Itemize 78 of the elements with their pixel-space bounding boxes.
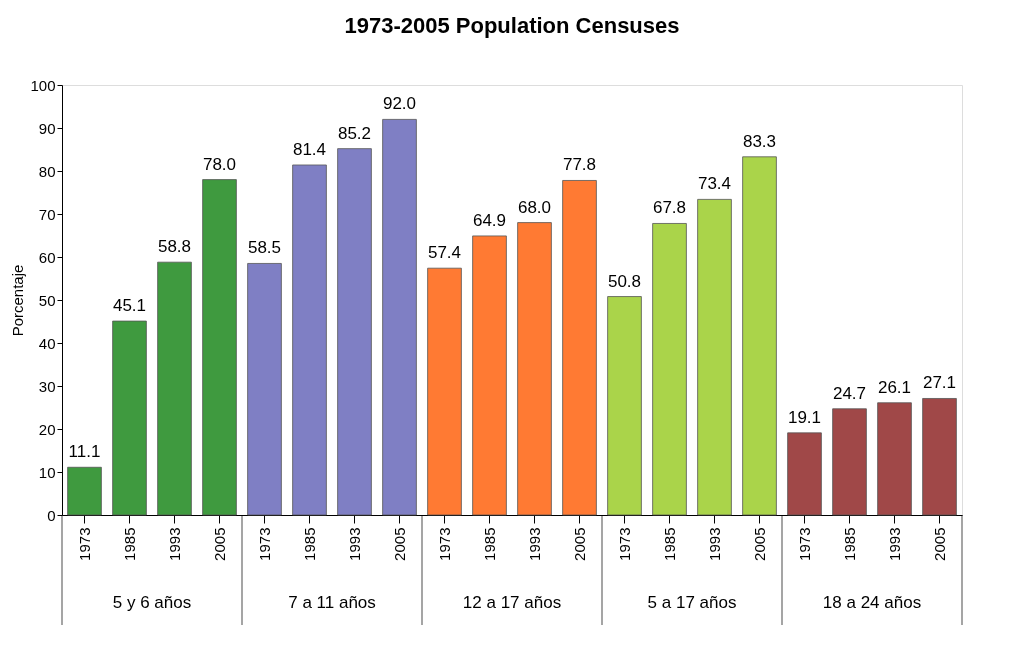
- x-tick-label: 1973: [615, 527, 633, 561]
- y-tick-label: 90: [38, 119, 56, 137]
- x-tick-label: 1993: [165, 527, 183, 561]
- bar: [202, 179, 237, 516]
- data-label: 24.7: [832, 383, 867, 403]
- x-tick-label: 2005: [750, 527, 768, 561]
- y-axis-title: Porcentaje: [9, 264, 27, 337]
- x-tick-label: 1973: [255, 527, 273, 561]
- y-tick-label: 100: [30, 76, 56, 94]
- data-label: 77.8: [562, 155, 597, 175]
- x-tick-label: 1985: [840, 527, 858, 561]
- bar: [517, 222, 552, 516]
- data-label: 83.3: [742, 131, 777, 151]
- bar: [562, 180, 597, 516]
- data-label: 19.1: [787, 407, 822, 427]
- y-tick-label: 20: [38, 420, 56, 438]
- data-label: 68.0: [517, 197, 552, 217]
- x-tick-label: 2005: [930, 527, 948, 561]
- bar: [247, 263, 282, 516]
- y-tick-label: 80: [38, 162, 56, 180]
- x-tick-label: 2005: [210, 527, 228, 561]
- y-tick-label: 70: [38, 205, 56, 223]
- x-tick-label: 1973: [795, 527, 813, 561]
- bar: [382, 119, 417, 516]
- data-label: 50.8: [607, 271, 642, 291]
- y-tick-label: 0: [47, 506, 56, 524]
- bar: [427, 267, 462, 516]
- bar: [607, 296, 642, 516]
- x-tick-label: 1985: [120, 527, 138, 561]
- text: 5 a 17 años: [647, 593, 737, 612]
- x-tick-label: 1985: [480, 527, 498, 561]
- data-label: 11.1: [68, 442, 101, 462]
- x-tick-label: 1973: [435, 527, 453, 561]
- data-label: 64.9: [472, 210, 507, 230]
- data-label: 58.5: [247, 238, 282, 258]
- bar: [472, 235, 507, 516]
- x-tick-label: 1993: [885, 527, 903, 561]
- text: 12 a 17 años: [462, 593, 562, 612]
- data-label: 67.8: [652, 198, 687, 218]
- bar: [157, 261, 192, 516]
- x-tick-label: 1973: [75, 527, 93, 561]
- y-tick-label: 40: [38, 334, 56, 352]
- bar: [742, 156, 777, 516]
- y-tick-label: 10: [38, 463, 56, 481]
- data-label: 73.4: [697, 174, 732, 194]
- data-label: 57.4: [427, 243, 462, 263]
- x-tick-label: 1985: [300, 527, 318, 561]
- y-tick-label: 50: [38, 291, 56, 309]
- x-tick-label: 1993: [525, 527, 543, 561]
- chart-title: 1973-2005 Population Censuses: [344, 13, 680, 38]
- bar: [697, 198, 732, 516]
- data-label: 85.2: [337, 123, 372, 143]
- text: 5 y 6 años: [112, 593, 192, 612]
- y-tick-label: 30: [38, 377, 56, 395]
- data-label: 92.0: [382, 94, 417, 114]
- text: 18 a 24 años: [822, 593, 922, 612]
- bar: [292, 164, 327, 516]
- data-label: 26.1: [877, 377, 912, 397]
- bar: [112, 320, 147, 516]
- data-label: 45.1: [112, 296, 147, 316]
- bar: [877, 402, 912, 516]
- x-tick-label: 1993: [345, 527, 363, 561]
- x-tick-label: 1985: [660, 527, 678, 561]
- data-label: 78.0: [202, 154, 237, 174]
- bar: [337, 148, 372, 516]
- bar: [787, 432, 822, 516]
- bar: [832, 408, 867, 516]
- text: 7 a 11 años: [288, 593, 376, 612]
- x-tick-label: 2005: [390, 527, 408, 561]
- bar: [67, 466, 102, 516]
- data-label: 27.1: [922, 373, 957, 393]
- data-label: 58.8: [157, 237, 192, 257]
- x-tick-label: 1993: [705, 527, 723, 561]
- x-tick-label: 2005: [570, 527, 588, 561]
- y-tick-label: 60: [38, 248, 56, 266]
- bar: [652, 223, 687, 516]
- bar: [922, 398, 957, 516]
- data-label: 81.4: [292, 139, 327, 159]
